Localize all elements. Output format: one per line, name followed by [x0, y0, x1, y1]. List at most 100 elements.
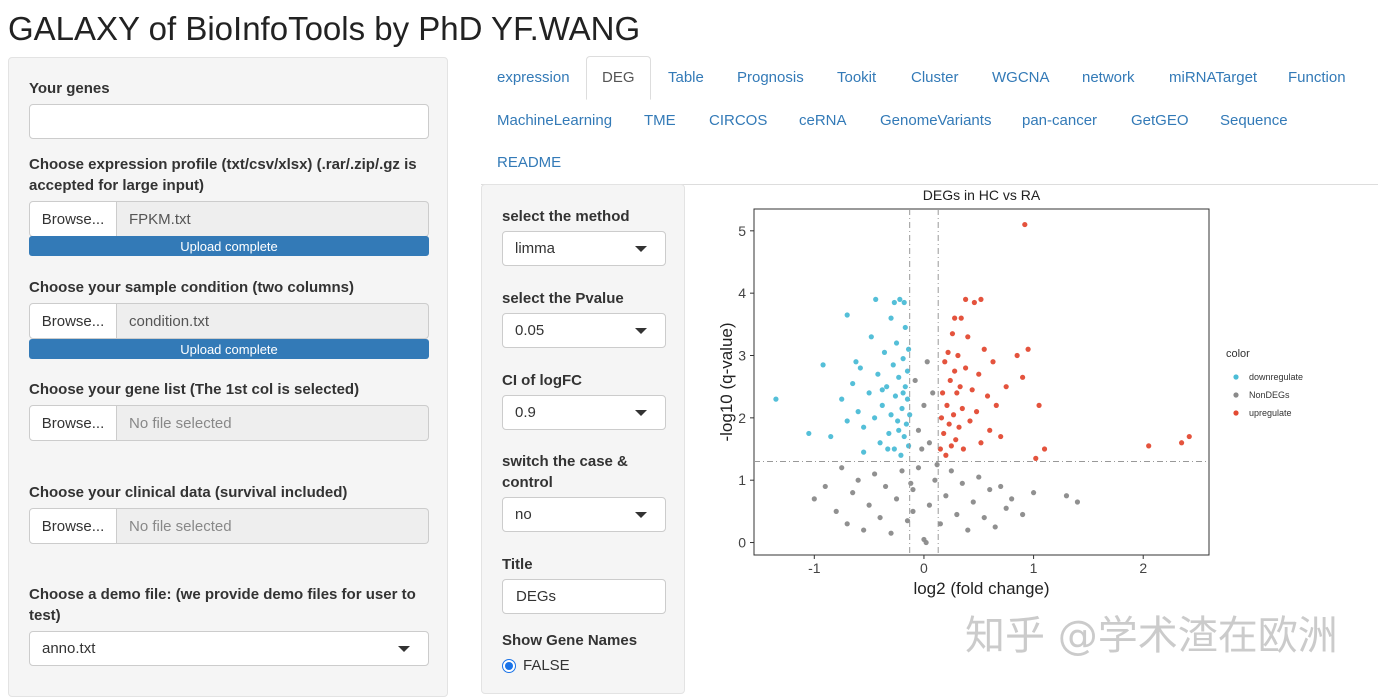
- tab-cluster[interactable]: Cluster: [911, 69, 959, 86]
- cond-file-input: Browse... condition.txt: [29, 303, 429, 339]
- tab-readme[interactable]: README: [497, 154, 562, 171]
- data-point-upregulate: [1186, 433, 1192, 440]
- data-point-downregulate: [873, 296, 879, 302]
- data-point-downregulate: [828, 433, 834, 440]
- demo-select[interactable]: anno.txt: [29, 631, 429, 666]
- clinical-label: Choose your clinical data (survival incl…: [29, 484, 348, 501]
- tab-mirnatarget[interactable]: miRNATarget: [1169, 69, 1258, 86]
- x-axis-label: log2 (fold change): [913, 579, 1049, 598]
- data-point-nondegs: [882, 483, 889, 490]
- logfc-label: CI of logFC: [502, 372, 582, 389]
- tab-prognosis[interactable]: Prognosis: [737, 69, 804, 86]
- data-point-nondegs: [855, 477, 861, 483]
- data-point-downregulate: [853, 359, 859, 365]
- tab-tme[interactable]: TME: [644, 112, 676, 129]
- genenames-option-label: FALSE: [523, 657, 570, 674]
- data-point-upregulate: [949, 331, 956, 337]
- logfc-select[interactable]: 0.9: [502, 395, 666, 430]
- data-point-downregulate: [820, 362, 826, 368]
- data-point-upregulate: [1178, 440, 1185, 446]
- title-input[interactable]: DEGs: [502, 579, 666, 614]
- data-point-upregulate: [957, 384, 963, 390]
- data-point-upregulate: [955, 352, 961, 359]
- data-point-upregulate: [971, 299, 977, 306]
- data-point-downregulate: [899, 405, 905, 412]
- tab-cerna[interactable]: ceRNA: [799, 112, 847, 129]
- expr-browse-button[interactable]: Browse...: [29, 201, 117, 237]
- data-point-downregulate: [900, 356, 906, 362]
- data-point-nondegs: [924, 359, 930, 365]
- data-point-upregulate: [993, 402, 999, 408]
- pvalue-select-value: 0.05: [515, 322, 545, 339]
- pvalue-select[interactable]: 0.05: [502, 313, 666, 348]
- data-point-upregulate: [944, 402, 950, 408]
- tab-tookit[interactable]: Tookit: [837, 69, 877, 86]
- data-point-upregulate: [954, 390, 960, 396]
- expr-label: Choose expression profile (txt/csv/xlsx)…: [29, 156, 417, 194]
- demo-select-value: anno.txt: [42, 640, 96, 657]
- data-point-upregulate: [984, 393, 991, 399]
- clinical-browse-button[interactable]: Browse...: [29, 508, 117, 544]
- expr-file-name: FPKM.txt: [117, 201, 429, 237]
- tab-network[interactable]: network: [1082, 69, 1135, 86]
- data-point-downregulate: [850, 380, 856, 387]
- tab-deg[interactable]: DEG: [586, 56, 651, 100]
- tab-wgcna[interactable]: WGCNA: [992, 69, 1050, 86]
- data-point-nondegs: [861, 527, 867, 533]
- tab-circos[interactable]: CIRCOS: [709, 112, 768, 129]
- data-point-nondegs: [948, 468, 954, 474]
- genelist-browse-button[interactable]: Browse...: [29, 405, 117, 441]
- genenames-label: Show Gene Names: [502, 632, 638, 649]
- switch-select[interactable]: no: [502, 497, 666, 532]
- x-tick-label: 1: [1030, 560, 1038, 576]
- tab-genomevariants[interactable]: GenomeVariants: [880, 112, 992, 129]
- data-point-nondegs: [1074, 499, 1081, 505]
- data-point-nondegs: [926, 440, 933, 446]
- tab-pan-cancer[interactable]: pan-cancer: [1022, 112, 1098, 129]
- genes-input[interactable]: [29, 104, 429, 139]
- data-point-upregulate: [1020, 374, 1026, 380]
- tab-sequence[interactable]: Sequence: [1220, 112, 1288, 129]
- y-tick-label: 5: [738, 223, 746, 239]
- cond-file-name: condition.txt: [117, 303, 429, 339]
- logfc-select-value: 0.9: [515, 404, 536, 421]
- data-point-upregulate: [987, 427, 993, 433]
- data-point-upregulate: [978, 440, 984, 446]
- method-select[interactable]: limma: [502, 231, 666, 266]
- data-point-downregulate: [888, 412, 894, 418]
- data-point-upregulate: [969, 387, 975, 393]
- tab-function[interactable]: Function: [1288, 69, 1346, 86]
- data-point-nondegs: [904, 518, 911, 524]
- data-point-downregulate: [900, 390, 906, 396]
- cond-browse-button[interactable]: Browse...: [29, 303, 117, 339]
- data-point-upregulate: [959, 405, 965, 412]
- tab-getgeo[interactable]: GetGEO: [1131, 112, 1189, 129]
- data-point-downregulate: [897, 296, 903, 302]
- data-point-nondegs: [844, 521, 850, 527]
- data-point-nondegs: [915, 465, 922, 471]
- tab-machinelearning[interactable]: MachineLearning: [497, 112, 613, 129]
- data-point-downregulate: [892, 393, 899, 399]
- data-point-upregulate: [956, 424, 962, 430]
- tab-table[interactable]: Table: [668, 69, 704, 86]
- watermark: 知乎 @学术渣在欧洲: [965, 613, 1338, 659]
- data-point-nondegs: [930, 390, 936, 396]
- x-tick-label: 2: [1139, 560, 1147, 576]
- data-point-downregulate: [875, 371, 881, 377]
- genenames-radio-false[interactable]: FALSE: [502, 657, 570, 674]
- data-point-nondegs: [943, 493, 949, 499]
- data-point-downregulate: [890, 362, 896, 368]
- data-point-upregulate: [948, 443, 954, 449]
- data-point-nondegs: [866, 502, 872, 508]
- data-point-nondegs: [959, 480, 965, 486]
- tab-expression[interactable]: expression: [497, 69, 570, 86]
- data-point-nondegs: [910, 508, 916, 514]
- data-point-upregulate: [939, 390, 946, 396]
- y-tick-label: 2: [738, 410, 746, 426]
- y-tick-label: 3: [738, 348, 746, 364]
- data-point-upregulate: [981, 346, 987, 352]
- data-point-upregulate: [953, 437, 959, 443]
- data-point-upregulate: [1022, 221, 1028, 228]
- data-point-upregulate: [938, 415, 945, 421]
- data-point-upregulate: [958, 315, 964, 321]
